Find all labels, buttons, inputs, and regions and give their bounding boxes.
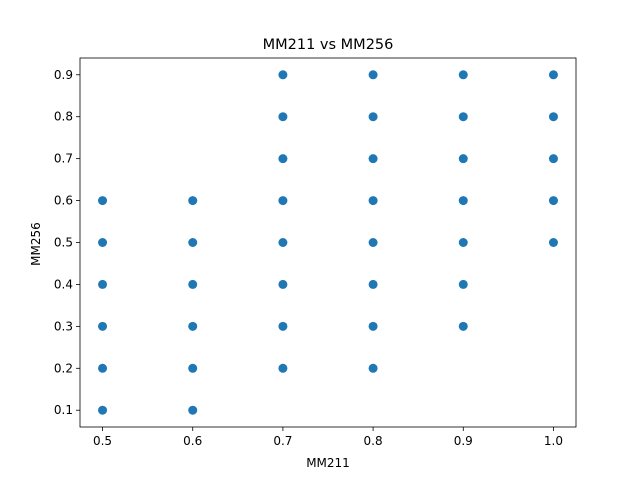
data-point [368,70,378,80]
data-point [458,321,468,331]
data-point [548,70,558,80]
data-point [548,112,558,122]
data-point [548,238,558,247]
y-tick-label: 0.1 [54,403,73,417]
data-point [188,363,198,373]
data-point [278,238,288,247]
plot-frame [79,57,577,428]
data-point [368,154,378,164]
x-tick-label: 0.8 [364,434,383,448]
data-point [188,321,198,331]
data-point [278,196,288,206]
data-point [368,321,378,331]
x-tick-label: 0.7 [273,434,292,448]
data-point [188,196,198,206]
chart-title: MM211 vs MM256 [263,37,394,53]
data-point [98,196,108,206]
data-point [458,238,468,247]
data-point [458,196,468,206]
data-point [278,154,288,164]
y-tick-label: 0.4 [54,277,73,291]
data-point [278,70,288,80]
data-point [368,363,378,373]
data-point [368,238,378,247]
data-point [278,112,288,122]
data-point [278,363,288,373]
data-point [98,238,108,247]
x-tick-label: 0.9 [454,434,473,448]
data-point [98,405,108,415]
data-point [188,279,198,289]
data-point [548,154,558,164]
y-tick-label: 0.2 [54,361,73,375]
data-point [548,196,558,206]
data-point [458,112,468,122]
y-tick-label: 0.7 [54,152,73,166]
data-point [188,405,198,415]
data-point [188,238,198,247]
x-axis-label: MM211 [306,456,350,470]
y-tick-label: 0.6 [54,194,73,208]
y-tick-label: 0.3 [54,319,73,333]
data-point [458,70,468,80]
plot-area: 0.5 0.6 0.7 0.8 0.9 1.0 0.1 0.2 0.3 0.4 0.5 0.6 0.7 0… [54,57,577,448]
y-tick-label: 0.8 [54,110,73,124]
data-point [368,196,378,206]
data-point [98,321,108,331]
y-axis-label: MM256 [29,222,43,266]
x-tick-label: 0.6 [183,434,202,448]
data-point [278,321,288,331]
data-point [458,154,468,164]
data-point [98,363,108,373]
y-tick-label: 0.5 [54,236,73,250]
x-tick-label: 0.5 [93,434,112,448]
data-point [98,279,108,289]
data-point [368,279,378,289]
data-point [278,279,288,289]
data-point [458,279,468,289]
x-tick-label: 1.0 [544,434,563,448]
data-point [368,112,378,122]
y-tick-label: 0.9 [54,68,73,82]
